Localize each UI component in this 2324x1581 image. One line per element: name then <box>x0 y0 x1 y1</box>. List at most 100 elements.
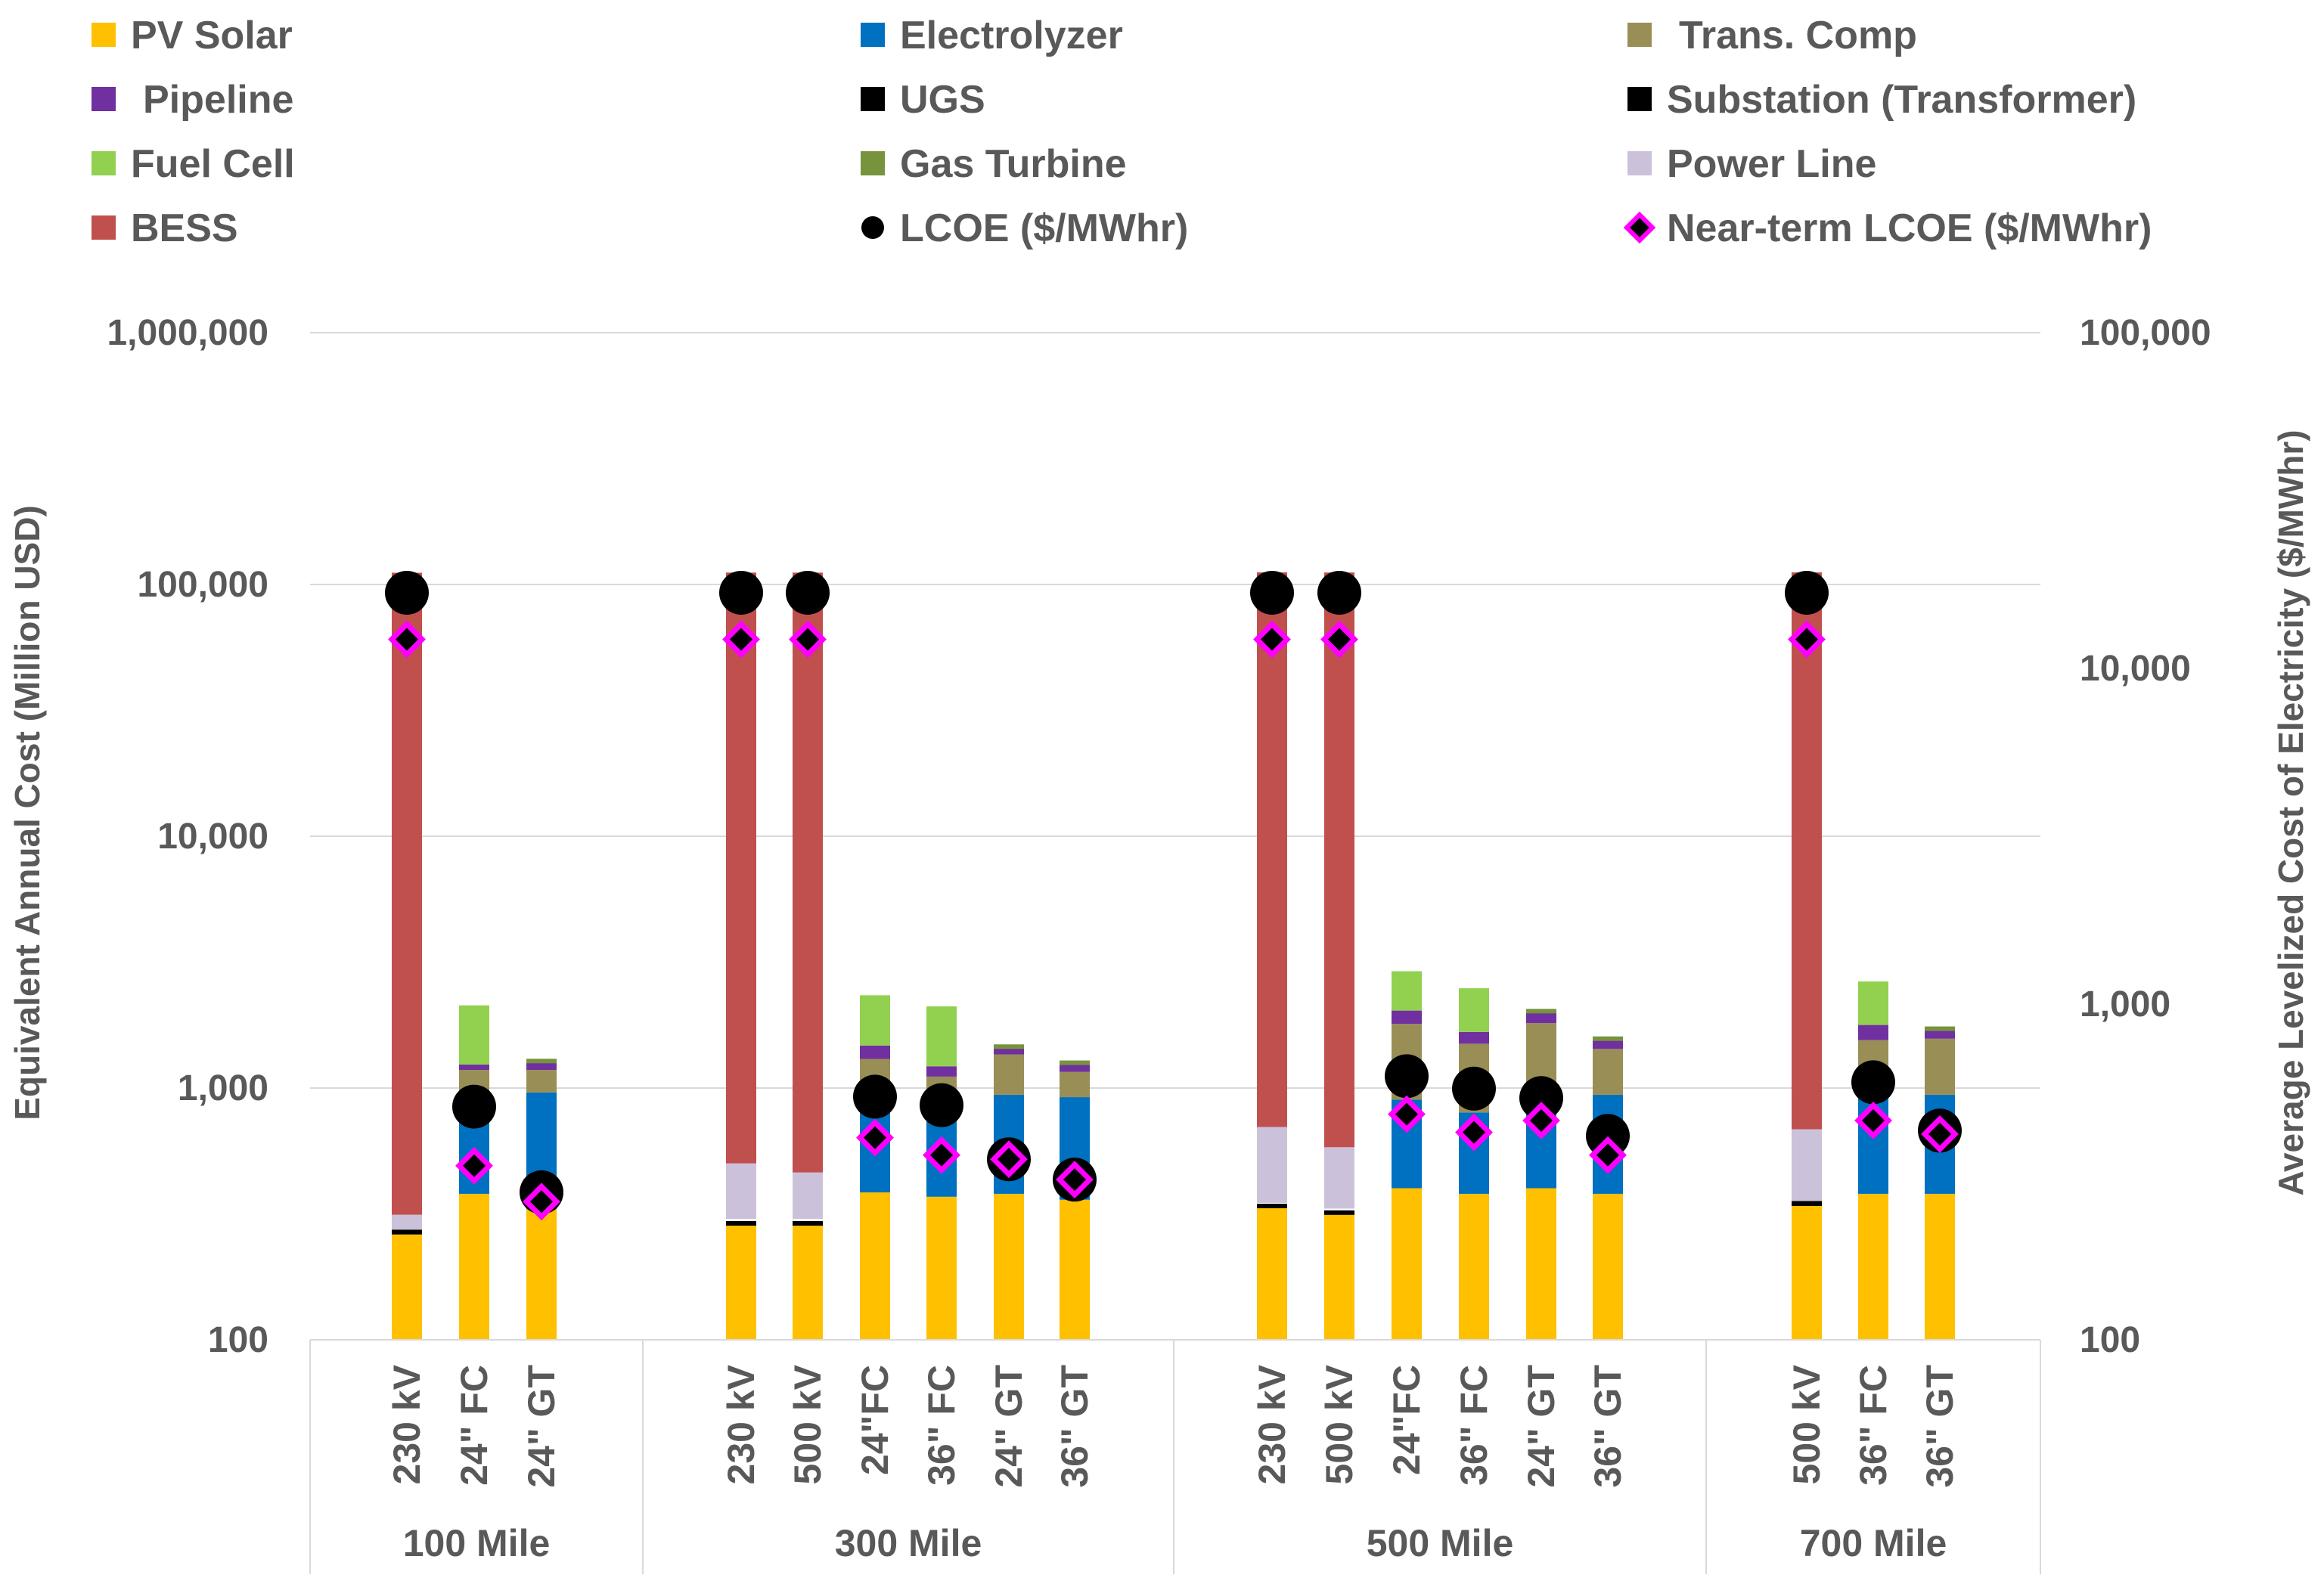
legend-item-near-term-lcoe-mwhr: Near-term LCOE ($/MWhr) <box>1623 206 2152 250</box>
marker-near-term-lcoe <box>388 620 426 659</box>
x-tick-label: 36" GT <box>1587 1365 1629 1488</box>
bar-gas-turbine <box>1925 1026 1955 1031</box>
bar-pv-solar <box>1593 1193 1623 1340</box>
bar-gas-turbine <box>1526 1009 1556 1014</box>
bar-pipeline <box>1593 1038 1623 1049</box>
legend-label: Pipeline <box>143 78 293 122</box>
bar-gas-turbine <box>1593 1036 1623 1041</box>
x-tick-label: 500 kV <box>1786 1364 1828 1484</box>
bar-pv-solar <box>526 1209 557 1340</box>
bar-pipeline <box>1392 1010 1422 1024</box>
marker-lcoe <box>719 570 763 615</box>
marker-near-term-lcoe <box>923 1136 960 1174</box>
bar-pv-solar <box>1060 1199 1090 1340</box>
bar-fuel-cell <box>1459 988 1489 1032</box>
bar-pv-solar <box>392 1234 422 1340</box>
legend-label: Near-term LCOE ($/MWhr) <box>1667 206 2152 250</box>
x-tick-label: 24" FC <box>453 1365 495 1486</box>
bar-power-line <box>793 1172 823 1220</box>
y-tick-label: 10,000 <box>157 817 268 857</box>
bar-bess <box>392 572 422 1215</box>
y-tick-label: 100,000 <box>137 565 268 605</box>
y2-tick-label: 10,000 <box>2080 649 2191 689</box>
marker-lcoe <box>452 1084 496 1129</box>
marker-near-term-lcoe <box>1320 620 1358 659</box>
bar-substation-transformer <box>793 1221 823 1226</box>
marker-lcoe <box>1519 1076 1563 1121</box>
legend-swatch-fuel-cell <box>92 151 116 175</box>
bar-gas-turbine <box>526 1059 557 1064</box>
x-group-label: 700 Mile <box>1800 1522 1947 1564</box>
legend-label: Fuel Cell <box>131 142 295 186</box>
marker-near-term-lcoe <box>1522 1102 1560 1139</box>
legend-item-pipeline: Pipeline <box>92 78 293 122</box>
bar-trans-comp <box>1060 1071 1090 1098</box>
legend-swatch-lcoe-mwhr <box>861 216 884 239</box>
marker-near-term-lcoe <box>1056 1161 1094 1199</box>
x-group-label: 100 Mile <box>403 1522 551 1564</box>
bar-power-line <box>726 1163 756 1220</box>
bar-fuel-cell <box>1858 981 1888 1025</box>
bar-substation-transformer <box>1324 1210 1354 1215</box>
marker-near-term-lcoe <box>1253 620 1291 659</box>
bar-pipeline <box>1060 1062 1090 1072</box>
bar-trans-comp <box>994 1054 1024 1095</box>
legend-item-bess: BESS <box>92 206 238 250</box>
bar-pv-solar <box>1526 1188 1556 1340</box>
bar-gas-turbine <box>994 1044 1024 1049</box>
bar-pv-solar <box>1792 1206 1822 1340</box>
bar-power-line <box>1324 1147 1354 1209</box>
legend-item-electrolyzer: Electrolyzer <box>861 14 1123 57</box>
legend-swatch-electrolyzer <box>861 23 885 47</box>
bar-bess <box>1324 572 1354 1148</box>
bar-pv-solar <box>459 1193 489 1340</box>
bar-power-line <box>1792 1129 1822 1201</box>
x-tick-label: 36" FC <box>1852 1365 1894 1486</box>
marker-near-term-lcoe <box>789 620 827 659</box>
legend-item-lcoe-mwhr: LCOE ($/MWhr) <box>861 206 1188 250</box>
marker-lcoe <box>853 1074 897 1119</box>
y-tick-label: 100 <box>208 1320 268 1360</box>
x-tick-label: 230 kV <box>386 1364 428 1484</box>
bar-pv-solar <box>1257 1206 1287 1340</box>
legend-swatch-gas-turbine <box>861 151 885 175</box>
bar-trans-comp <box>526 1070 557 1093</box>
legend-swatch-pv-solar <box>92 23 116 47</box>
bar-fuel-cell <box>860 995 890 1046</box>
legend-label: Electrolyzer <box>900 14 1123 57</box>
bar-pv-solar <box>793 1223 823 1340</box>
marker-near-term-lcoe <box>523 1183 560 1221</box>
y2-tick-label: 100,000 <box>2080 313 2211 353</box>
marker-lcoe <box>1452 1066 1496 1111</box>
bar-pipeline <box>459 1064 489 1071</box>
bar-pipeline <box>926 1066 957 1077</box>
legend-item-power-line: Power Line <box>1627 142 1876 186</box>
bar-substation-transformer <box>726 1221 756 1226</box>
bar-substation-transformer <box>1257 1204 1287 1209</box>
y-axis-right-title: Average Levelized Cost of Electricity ($… <box>2271 429 2310 1195</box>
marker-lcoe <box>1586 1114 1630 1158</box>
x-tick-label: 24" GT <box>1520 1365 1562 1488</box>
bar-pipeline <box>860 1045 890 1059</box>
x-tick-label: 36" GT <box>1919 1365 1961 1488</box>
legend-swatch-pipeline <box>92 87 116 111</box>
legend-label: Gas Turbine <box>900 142 1127 186</box>
marker-lcoe <box>1317 570 1361 615</box>
gridlines <box>310 332 2040 1089</box>
bar-pv-solar <box>860 1192 890 1340</box>
x-tick-label: 230 kV <box>1251 1364 1293 1484</box>
bar-bess <box>1792 572 1822 1130</box>
bar-pipeline <box>526 1061 557 1071</box>
marker-near-term-lcoe <box>1388 1095 1426 1133</box>
bar-pv-solar <box>1858 1193 1888 1340</box>
marker-lcoe <box>1785 570 1829 615</box>
y-tick-label: 1,000 <box>178 1068 268 1108</box>
x-group-label: 300 Mile <box>835 1522 982 1564</box>
marker-near-term-lcoe <box>1589 1136 1627 1174</box>
bar-pv-solar <box>926 1196 957 1340</box>
bar-pv-solar <box>1324 1212 1354 1340</box>
legend-label: PV Solar <box>131 14 293 57</box>
y-axis-left-title: Equivalent Annual Cost (Million USD) <box>8 505 47 1121</box>
marker-near-term-lcoe <box>1921 1114 1959 1153</box>
